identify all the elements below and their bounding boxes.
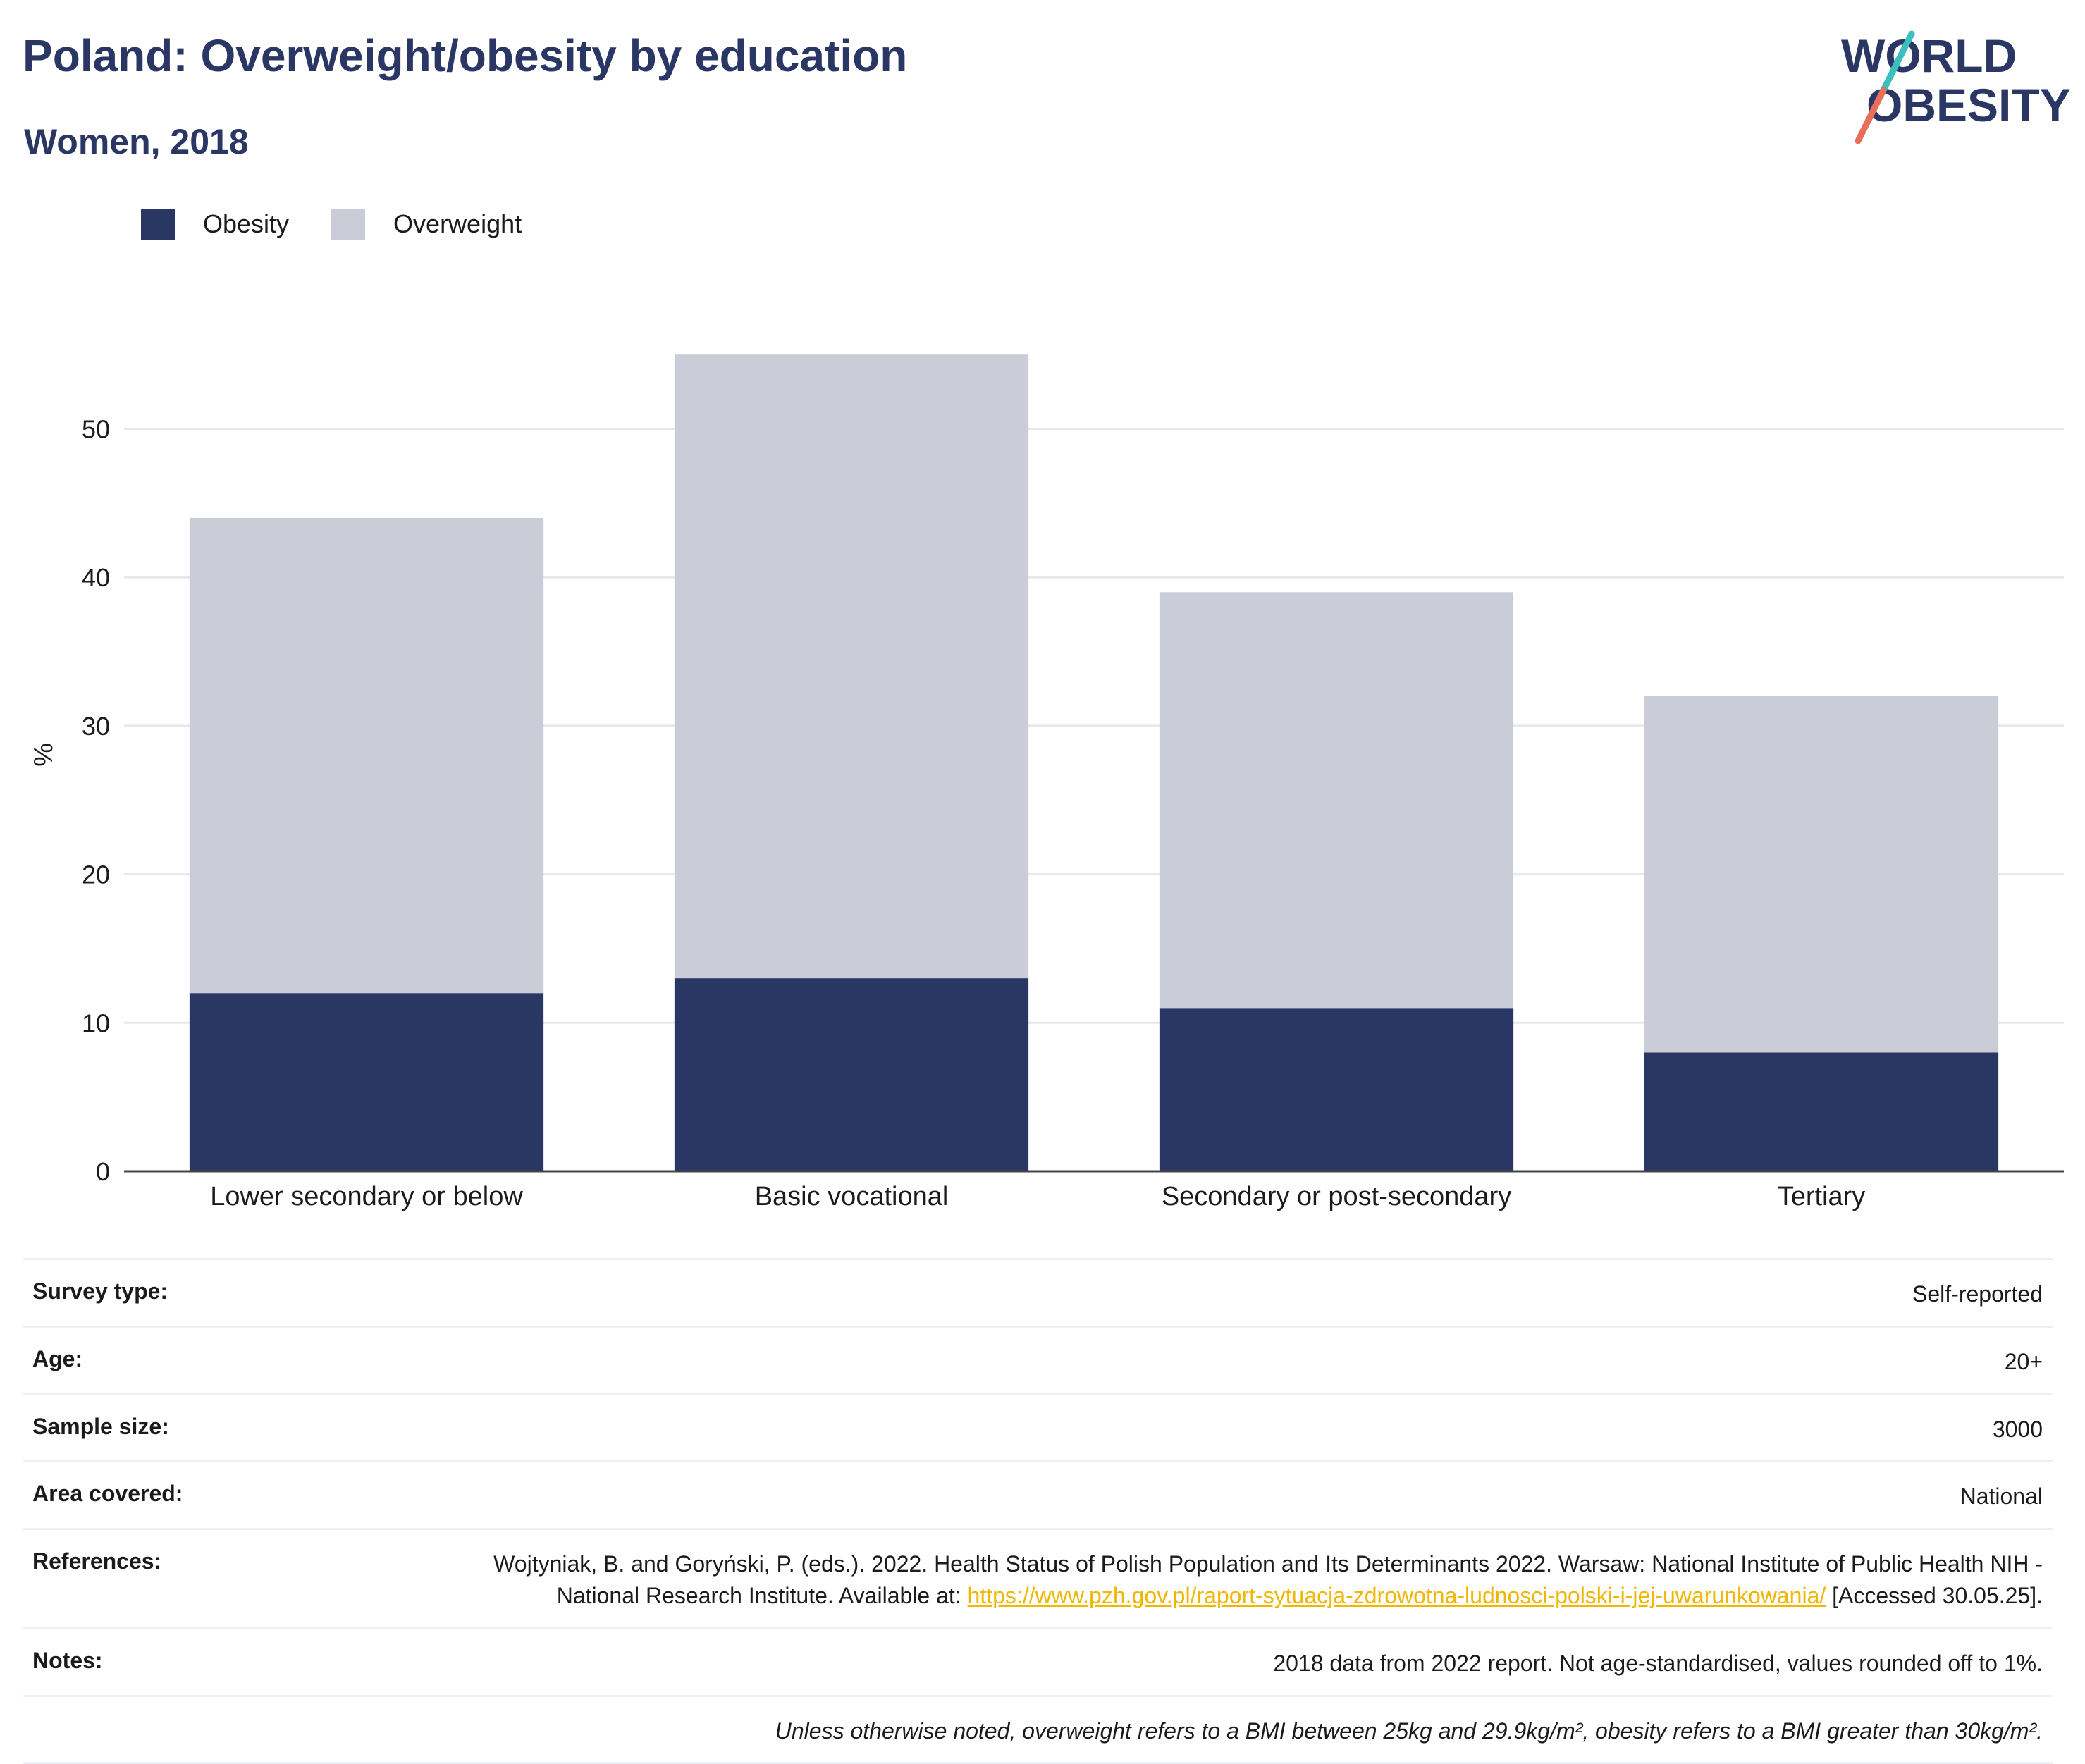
meta-row-footnote: Unless otherwise noted, overweight refer…	[23, 1694, 2053, 1764]
meta-value-notes: 2018 data from 2022 report. Not age-stan…	[1273, 1650, 2043, 1676]
references-link[interactable]: https://www.pzh.gov.pl/raport-sytuacja-z…	[967, 1582, 1826, 1608]
legend-label-overweight: Overweight	[393, 209, 522, 238]
bar-obesity-3	[1644, 1052, 1999, 1171]
y-tick-label-50: 50	[82, 415, 110, 444]
bmi-definition-footnote: Unless otherwise noted, overweight refer…	[775, 1717, 2043, 1744]
legend-swatch-obesity	[141, 209, 175, 240]
bar-overweight-3	[1644, 696, 1999, 1053]
meta-label-footnote	[32, 1715, 244, 1747]
stacked-bar-chart: 0 10 20 30 40 50% Lower secondary or below Basi…	[29, 354, 2064, 1211]
meta-row-sample-size: Sample size: 3000	[23, 1393, 2053, 1461]
logo-word-obesity: OBESITY	[1866, 79, 2071, 131]
legend-item-overweight: Overweight	[331, 209, 522, 240]
x-tick-label-3: Tertiary	[1778, 1182, 1866, 1211]
meta-value-sample-size: 3000	[1992, 1416, 2043, 1442]
references-text: Wojtyniak, B. and Goryński, P. (eds.). 2…	[493, 1551, 2043, 1608]
legend-label-obesity: Obesity	[203, 209, 290, 238]
bar-obesity-2	[1159, 1008, 1514, 1171]
meta-value-area: National	[1960, 1484, 2043, 1510]
meta-label-references: References:	[32, 1548, 162, 1574]
legend-item-obesity: Obesity	[141, 209, 289, 240]
legend-swatch-overweight	[331, 209, 366, 240]
bar-overweight-1	[674, 354, 1029, 979]
metadata-table: Survey type: Self-reported Age: 20+ Samp…	[23, 1258, 2053, 1764]
meta-value-age: 20+	[2004, 1348, 2043, 1374]
y-tick-label-0: 0	[96, 1157, 110, 1186]
chart-subtitle: Women, 2018	[24, 122, 249, 161]
meta-label-notes: Notes:	[32, 1647, 103, 1673]
logo-slash-coral	[1855, 87, 1887, 144]
meta-label-age: Age:	[32, 1345, 83, 1371]
meta-row-age: Age: 20+	[23, 1325, 2053, 1393]
meta-label-sample-size: Sample size:	[32, 1413, 169, 1439]
meta-row-area: Area covered: National	[23, 1460, 2053, 1528]
x-tick-label-2: Secondary or post-secondary	[1162, 1182, 1511, 1211]
bar-overweight-0	[189, 517, 544, 994]
logo-word-world: WORLD	[1841, 30, 2017, 82]
bar-obesity-0	[189, 993, 544, 1171]
x-tick-label-0: Lower secondary or below	[210, 1182, 523, 1211]
y-axis-title: %	[29, 743, 59, 767]
y-tick-label-10: 10	[82, 1009, 110, 1037]
chart-legend: Obesity Overweight	[141, 209, 564, 240]
y-tick-label-40: 40	[82, 563, 110, 592]
y-tick-label-20: 20	[82, 861, 110, 889]
meta-label-survey-type: Survey type:	[32, 1278, 168, 1304]
bar-obesity-1	[674, 978, 1029, 1171]
meta-label-area: Area covered:	[32, 1481, 183, 1507]
meta-row-survey-type: Survey type: Self-reported	[23, 1258, 2053, 1326]
meta-value-references: Wojtyniak, B. and Goryński, P. (eds.). 2…	[422, 1548, 2043, 1612]
meta-value-survey-type: Self-reported	[1912, 1281, 2043, 1307]
logo-slash-teal	[1880, 30, 1915, 94]
meta-row-notes: Notes: 2018 data from 2022 report. Not a…	[23, 1627, 2053, 1695]
references-accessed: [Accessed 30.05.25].	[1826, 1582, 2043, 1608]
meta-row-references: References: Wojtyniak, B. and Goryński, …	[23, 1528, 2053, 1627]
bar-overweight-2	[1159, 592, 1514, 1009]
chart-title: Poland: Overweight/obesity by education	[23, 30, 908, 81]
y-tick-label-30: 30	[82, 712, 110, 741]
world-obesity-logo: WORLD OBESITY	[1841, 30, 2071, 144]
x-tick-label-1: Basic vocational	[755, 1182, 949, 1211]
